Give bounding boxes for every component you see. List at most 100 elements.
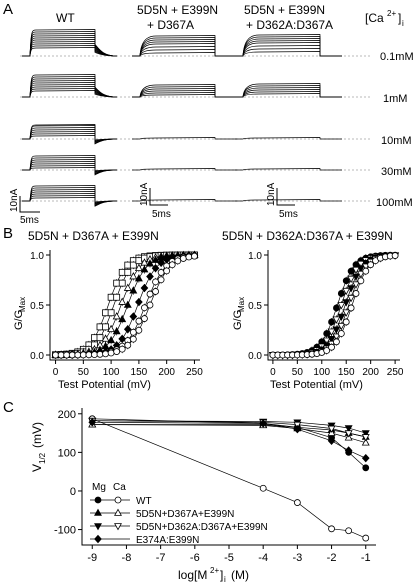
data-point	[337, 313, 346, 321]
x-tick-label: 100	[313, 367, 330, 378]
data-point	[114, 508, 122, 516]
data-point	[68, 351, 76, 359]
x-tick-label: 250	[186, 367, 203, 378]
x-tick-label: 50	[292, 367, 304, 378]
current-trace	[132, 52, 237, 57]
series-line	[92, 421, 366, 459]
y-tick-label: 1.0	[248, 251, 262, 262]
y-tick-label: -100	[54, 525, 76, 537]
data-point	[91, 334, 98, 342]
data-point	[328, 318, 335, 326]
column-header-line: 5D5N + E399N	[244, 3, 325, 17]
data-point	[337, 330, 345, 337]
x-tick-label: -9	[87, 552, 97, 564]
series-line	[92, 418, 366, 539]
data-point	[129, 312, 138, 321]
data-point	[107, 349, 115, 357]
data-point	[124, 268, 132, 276]
data-point	[107, 293, 115, 301]
data-point	[345, 527, 353, 535]
current-traces	[20, 29, 372, 207]
data-point	[337, 290, 345, 297]
data-point	[107, 324, 116, 333]
data-point	[146, 301, 154, 309]
concentration-label: 1mM	[383, 93, 407, 105]
series-line	[92, 420, 366, 438]
current-trace	[22, 29, 118, 57]
data-point	[361, 438, 370, 446]
data-point	[342, 287, 351, 296]
data-point	[151, 264, 160, 273]
legend-entry: WT	[136, 496, 152, 507]
data-point	[152, 278, 159, 286]
data-point	[94, 496, 102, 504]
x-tick-label: 250	[387, 367, 404, 378]
axes	[267, 250, 400, 361]
data-point	[361, 434, 370, 442]
axes	[49, 250, 200, 361]
data-point	[342, 277, 350, 285]
data-point	[185, 253, 193, 261]
chart-title: 5D5N + D367A + E399N	[28, 229, 159, 243]
y-axis-label: G/G Max	[232, 297, 246, 330]
data-point	[124, 261, 132, 269]
y-axis-label-sub: Max	[237, 297, 246, 312]
current-trace	[235, 85, 342, 98]
x-tick-label: 0	[53, 367, 59, 378]
x-tick-label: -8	[122, 552, 132, 564]
current-trace	[235, 137, 342, 140]
y-axis-label: G/G Max	[13, 297, 27, 330]
data-point	[327, 336, 336, 344]
legend-header-ca: Ca	[113, 482, 126, 493]
concentration-label: 10mM	[381, 135, 412, 147]
y-axis-label: V 1/2 (mV)	[30, 422, 47, 472]
series-line	[92, 418, 366, 469]
data-point	[328, 343, 335, 351]
y-tick-label: 0.0	[248, 351, 262, 362]
data-point	[118, 345, 126, 353]
x-axis-label: Test Potential (mV)	[58, 379, 151, 391]
data-point	[361, 453, 370, 463]
x-tick-label: -1	[361, 552, 371, 564]
data-point	[347, 285, 356, 293]
axis-ticks: 0 50 100 150 200 250 0.0 0.5 1.0	[30, 251, 203, 378]
data-point	[118, 297, 127, 305]
scale-bar-time: 5ms	[20, 215, 39, 226]
data-point	[114, 496, 122, 504]
data-point	[112, 327, 121, 335]
data-point	[362, 464, 370, 472]
data-point	[367, 261, 375, 269]
data-point	[357, 277, 365, 285]
data-point	[342, 309, 351, 317]
x-tick-label: -7	[156, 552, 166, 564]
data-point	[333, 304, 340, 312]
scale-bar-current: 10nA	[9, 188, 20, 212]
data-point	[102, 309, 109, 317]
current-trace	[22, 74, 118, 98]
current-trace	[235, 42, 342, 57]
data-point	[124, 341, 132, 349]
x-tick-label: -5	[224, 552, 234, 564]
fit-curve	[272, 254, 395, 356]
data-point	[129, 286, 138, 294]
data-point	[259, 419, 268, 428]
x-tick-label: -4	[258, 552, 268, 564]
plot-marks	[51, 250, 199, 360]
x-axis-label-sup: 2+	[210, 566, 219, 575]
current-trace	[235, 199, 342, 202]
data-point	[118, 279, 126, 287]
data-point	[146, 272, 154, 281]
legend-entry: 5D5N+D362A:D367A+E399N	[136, 522, 268, 533]
data-point	[107, 309, 115, 317]
data-point	[94, 534, 102, 544]
plot-marks	[88, 415, 370, 542]
chart-c: V 1/2 (mV) -9 -8 -7 -6 -5 -4 -3 -2 -1 200 100 0 -100…	[30, 408, 376, 584]
data-point	[123, 300, 132, 308]
legend-entry: 5D5N+D367A+E399N	[136, 509, 234, 520]
legend-rows	[90, 496, 130, 544]
data-point	[352, 290, 360, 297]
data-point	[57, 351, 65, 359]
data-point	[129, 328, 137, 336]
data-point	[52, 351, 59, 359]
